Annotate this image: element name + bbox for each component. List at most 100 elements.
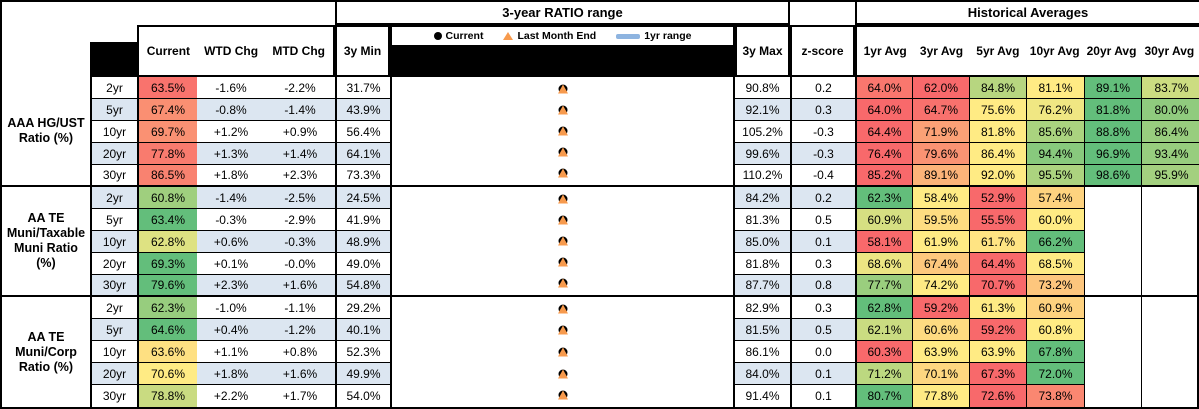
range-min: 49.9%	[335, 363, 390, 385]
legend-item-last-month: Last Month End	[503, 30, 596, 42]
range-max: 81.5%	[735, 319, 790, 341]
avg-value-10yr-avg: 73.8%	[1026, 385, 1084, 407]
range-min: 54.0%	[335, 385, 390, 407]
empty-avg-30yr	[1141, 297, 1199, 407]
tenor-label: 5yr	[90, 209, 137, 231]
current-value: 70.6%	[137, 363, 197, 385]
tenor-label: 2yr	[90, 297, 137, 319]
tenor-header-cell	[90, 25, 137, 77]
avg-value-3yr-avg: 60.6%	[912, 319, 969, 341]
z-score-value: 0.8	[790, 275, 855, 297]
avg-value-3yr-avg: 89.1%	[912, 165, 969, 187]
tenor-label: 2yr	[90, 187, 137, 209]
z-score-value: -0.3	[790, 143, 855, 165]
range-max: 87.7%	[735, 275, 790, 297]
mtd-change: -2.2%	[265, 77, 335, 99]
wtd-change: -0.3%	[197, 209, 265, 231]
avg-value-10yr-avg: 85.6%	[1026, 121, 1084, 143]
range-min: 31.7%	[335, 77, 390, 99]
wtd-change: +1.8%	[197, 165, 265, 187]
group-label: AAA HG/UST Ratio (%)	[2, 77, 90, 187]
avg-value-1yr-avg: 58.1%	[855, 231, 912, 253]
header-gap	[790, 2, 855, 25]
avg-value-3yr-avg: 77.8%	[912, 385, 969, 407]
avg-value-10yr-avg: 57.4%	[1026, 187, 1084, 209]
range-section-title: 3-year RATIO range	[335, 2, 790, 25]
avg-value-1yr-avg: 76.4%	[855, 143, 912, 165]
avg-value-1yr-avg: 62.3%	[855, 187, 912, 209]
header-spacer-left	[2, 25, 90, 77]
avg-value-5yr-avg: 59.2%	[969, 319, 1026, 341]
col-header-5yr-avg: 5yr Avg	[976, 44, 1020, 58]
avg-value-5yr-avg: 61.7%	[969, 231, 1026, 253]
col-header-mtd-chg: MTD Chg	[272, 44, 326, 58]
avg-value-1yr-avg: 85.2%	[855, 165, 912, 187]
avg-value-5yr-avg: 70.7%	[969, 275, 1026, 297]
avg-value-3yr-avg: 59.5%	[912, 209, 969, 231]
group-label: AA TE Muni/Corp Ratio (%)	[2, 297, 90, 407]
last-month-marker	[557, 194, 568, 204]
current-value: 62.8%	[137, 231, 197, 253]
mtd-change: +0.8%	[265, 341, 335, 363]
avg-value-20yr-avg: 96.9%	[1084, 143, 1141, 165]
last-month-marker	[557, 147, 568, 157]
last-month-marker	[557, 126, 568, 136]
tenor-label: 30yr	[90, 165, 137, 187]
avg-value-3yr-avg: 74.2%	[912, 275, 969, 297]
avg-value-1yr-avg: 60.3%	[855, 341, 912, 363]
avg-value-3yr-avg: 79.6%	[912, 143, 969, 165]
wtd-change: +2.3%	[197, 275, 265, 297]
range-max: 99.6%	[735, 143, 790, 165]
range-chart	[390, 297, 735, 407]
tenor-label: 20yr	[90, 363, 137, 385]
avg-value-3yr-avg: 63.9%	[912, 341, 969, 363]
wtd-change: +2.2%	[213, 389, 249, 403]
mtd-change: -0.0%	[265, 253, 335, 275]
current-value: 78.8%	[137, 385, 197, 407]
legend-range-label: 1yr range	[644, 30, 692, 42]
current-value: 67.4%	[137, 99, 197, 121]
avg-value-20yr-avg: 81.8%	[1084, 99, 1141, 121]
avg-value-10yr-avg: 72.0%	[1026, 363, 1084, 385]
avg-value-30yr-avg: 95.9%	[1141, 165, 1199, 187]
avg-value-10yr-avg: 60.8%	[1026, 319, 1084, 341]
col-header-1yr-avg: 1yr Avg	[863, 44, 907, 58]
avg-value-30yr-avg: 83.7%	[1141, 77, 1199, 99]
avg-value-20yr-avg: 88.8%	[1084, 121, 1141, 143]
z-score-value: -0.4	[790, 165, 855, 187]
range-bar-icon	[616, 33, 641, 39]
mtd-change: +1.7%	[282, 389, 318, 403]
current-value: 63.5%	[137, 77, 197, 99]
value-columns-header: Current WTD Chg MTD Chg	[137, 25, 335, 77]
empty-avg-20yr	[1084, 187, 1141, 297]
avg-value-5yr-avg: 61.3%	[969, 297, 1026, 319]
range-chart	[390, 187, 735, 297]
avg-value-1yr-avg: 62.8%	[855, 297, 912, 319]
legend-item-current: Current	[433, 30, 484, 42]
current-value: 86.5%	[137, 165, 197, 187]
range-min: 56.4%	[335, 121, 390, 143]
chart-legend-cell: Current Last Month End 1yr range	[390, 25, 735, 77]
avg-value-10yr-avg: 76.2%	[1026, 99, 1084, 121]
avg-value-1yr-avg: 64.0%	[855, 99, 912, 121]
avg-value-10yr-avg: 95.5%	[1026, 165, 1084, 187]
current-value: 64.6%	[137, 319, 197, 341]
avg-value-1yr-avg: 68.6%	[855, 253, 912, 275]
wtd-change: -1.0%	[197, 297, 265, 319]
legend-current-label: Current	[445, 30, 484, 42]
last-month-marker	[557, 369, 568, 379]
current-value: 79.6%	[137, 275, 197, 297]
range-max: 105.2%	[735, 121, 790, 143]
avg-value-20yr-avg: 89.1%	[1084, 77, 1141, 99]
avg-value-3yr-avg: 67.4%	[912, 253, 969, 275]
avg-value-3yr-avg: 70.1%	[912, 363, 969, 385]
header-spacer	[2, 2, 335, 25]
z-score-value: -0.3	[790, 121, 855, 143]
range-min: 24.5%	[335, 187, 390, 209]
avg-value-3yr-avg: 59.2%	[912, 297, 969, 319]
avg-value-10yr-avg: 94.4%	[1026, 143, 1084, 165]
col-header-current: Current	[146, 44, 191, 58]
z-score-value: 0.1	[790, 385, 855, 407]
wtd-change: +1.2%	[197, 121, 265, 143]
